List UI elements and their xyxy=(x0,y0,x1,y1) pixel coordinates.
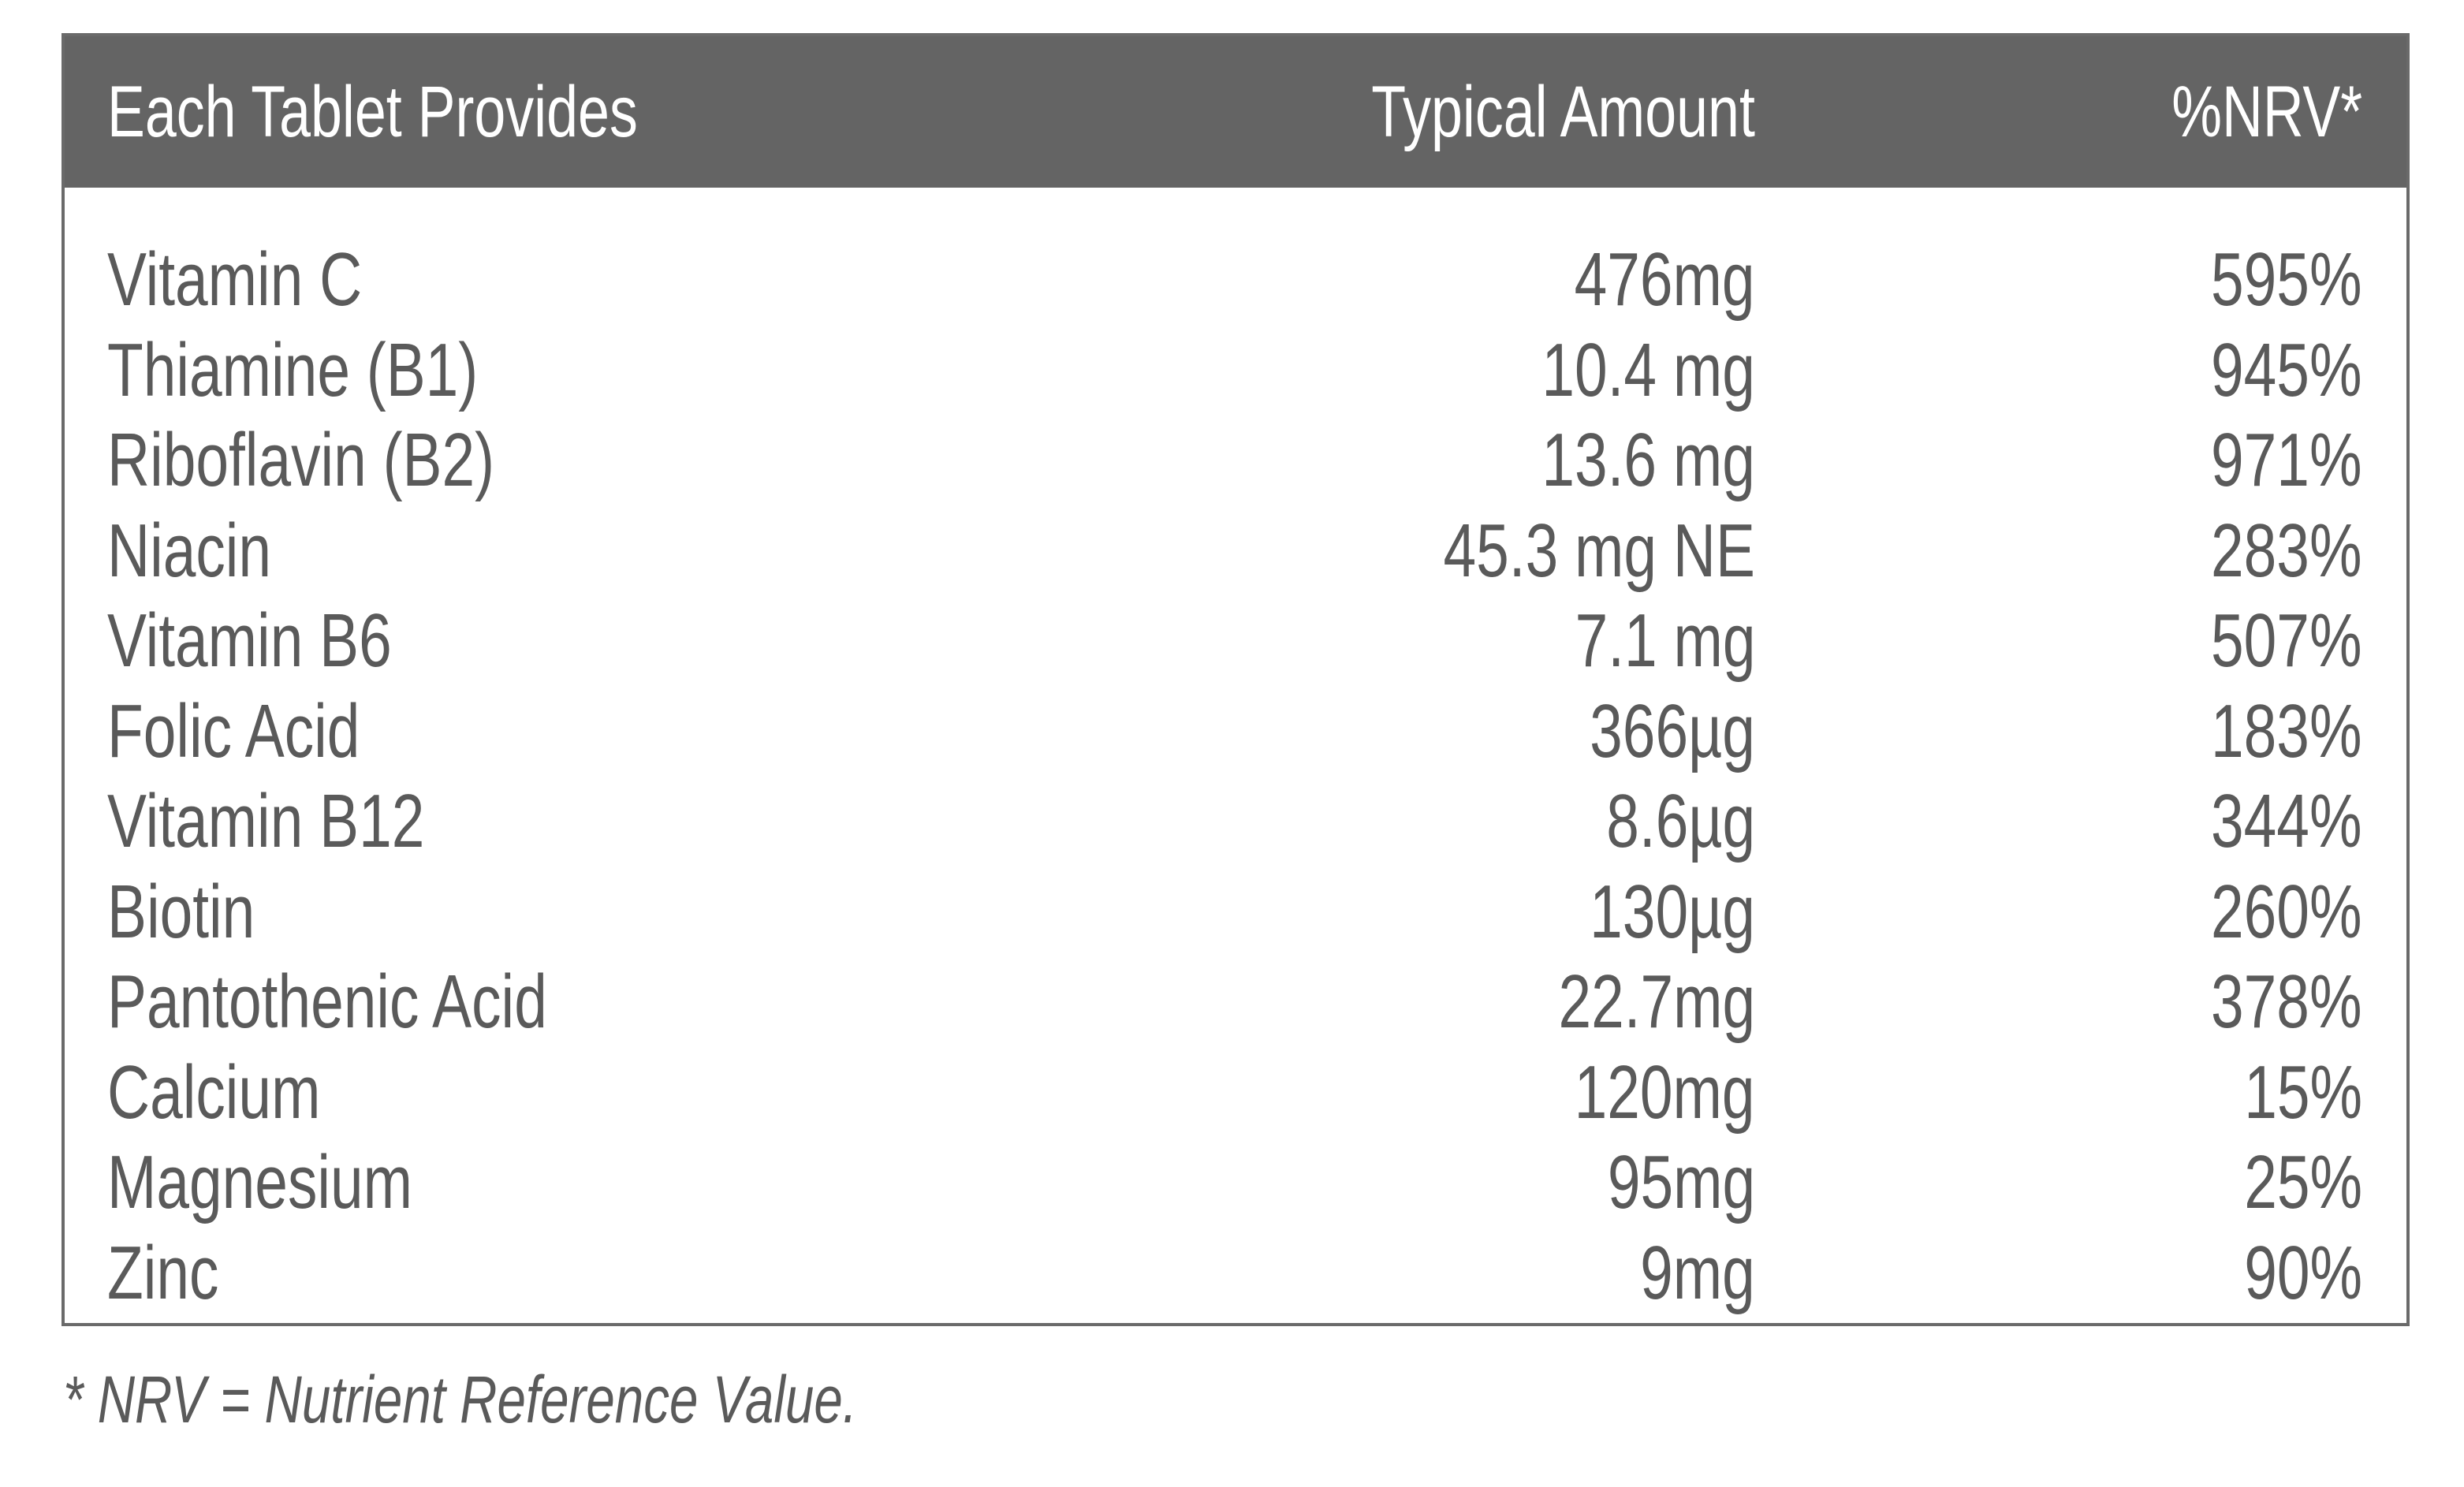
table-row: Niacin 45.3 mg NE 283% xyxy=(65,506,2406,596)
nutrition-table: Each Tablet Provides Typical Amount %NRV… xyxy=(62,33,2410,1326)
nrv-percent: 595% xyxy=(2211,237,2362,322)
nrv-percent: 25% xyxy=(2244,1140,2362,1224)
nutrient-name: Magnesium xyxy=(107,1140,413,1224)
footnote: * NRV = Nutrient Reference Value. xyxy=(63,1362,857,1437)
table-body: Vitamin C 476mg 595% Thiamine (B1) 10.4 mg 94… xyxy=(65,36,2406,1323)
table-row: Vitamin B12 8.6µg 344% xyxy=(65,777,2406,866)
typical-amount: 366µg xyxy=(1590,688,1755,773)
typical-amount: 10.4 mg xyxy=(1541,327,1755,412)
typical-amount: 9mg xyxy=(1640,1230,1755,1315)
table-row: Riboflavin (B2) 13.6 mg 971% xyxy=(65,416,2406,505)
typical-amount: 130µg xyxy=(1590,869,1755,954)
nrv-percent: 344% xyxy=(2211,779,2362,863)
nrv-percent: 971% xyxy=(2211,418,2362,502)
nutrient-name: Calcium xyxy=(107,1049,321,1135)
typical-amount: 120mg xyxy=(1575,1049,1755,1135)
typical-amount: 13.6 mg xyxy=(1541,418,1755,502)
nutrient-name: Zinc xyxy=(107,1230,219,1315)
nutrient-name: Vitamin B12 xyxy=(107,779,425,863)
nrv-percent: 283% xyxy=(2211,508,2362,593)
typical-amount: 22.7mg xyxy=(1558,960,1755,1044)
table-row: Pantothenic Acid 22.7mg 378% xyxy=(65,957,2406,1047)
nutrient-name: Vitamin C xyxy=(107,237,363,322)
nrv-percent: 945% xyxy=(2211,327,2362,412)
typical-amount: 8.6µg xyxy=(1606,779,1755,863)
nrv-percent: 183% xyxy=(2211,688,2362,773)
typical-amount: 45.3 mg NE xyxy=(1443,508,1755,593)
nutrient-name: Folic Acid xyxy=(107,688,360,773)
nutrient-name: Pantothenic Acid xyxy=(107,960,547,1044)
table-row: Zinc 9mg 90% xyxy=(65,1228,2406,1318)
nutrient-name: Thiamine (B1) xyxy=(107,327,479,412)
table-row: Biotin 130µg 260% xyxy=(65,867,2406,957)
nutrient-name: Vitamin B6 xyxy=(107,598,392,683)
nutrient-name: Riboflavin (B2) xyxy=(107,418,495,502)
nrv-percent: 507% xyxy=(2211,598,2362,683)
table-header: Each Tablet Provides Typical Amount %NRV… xyxy=(65,36,2406,188)
table-row: Vitamin C 476mg 595% xyxy=(65,235,2406,325)
nrv-percent: 378% xyxy=(2211,960,2362,1044)
nrv-percent: 15% xyxy=(2244,1049,2362,1135)
header-nrv: %NRV* xyxy=(2171,72,2362,152)
header-name: Each Tablet Provides xyxy=(107,72,638,152)
typical-amount: 95mg xyxy=(1607,1140,1755,1224)
table-row: Vitamin B6 7.1 mg 507% xyxy=(65,596,2406,686)
nrv-percent: 90% xyxy=(2244,1230,2362,1315)
table-row: Folic Acid 366µg 183% xyxy=(65,687,2406,777)
table-row: Calcium 120mg 15% xyxy=(65,1048,2406,1138)
nutrient-name: Niacin xyxy=(107,508,272,593)
table-row: Magnesium 95mg 25% xyxy=(65,1138,2406,1228)
header-amount: Typical Amount xyxy=(1371,72,1755,152)
nrv-percent: 260% xyxy=(2211,869,2362,954)
typical-amount: 7.1 mg xyxy=(1575,598,1755,683)
table-row: Thiamine (B1) 10.4 mg 945% xyxy=(65,326,2406,416)
typical-amount: 476mg xyxy=(1575,237,1755,322)
nutrient-name: Biotin xyxy=(107,869,255,954)
